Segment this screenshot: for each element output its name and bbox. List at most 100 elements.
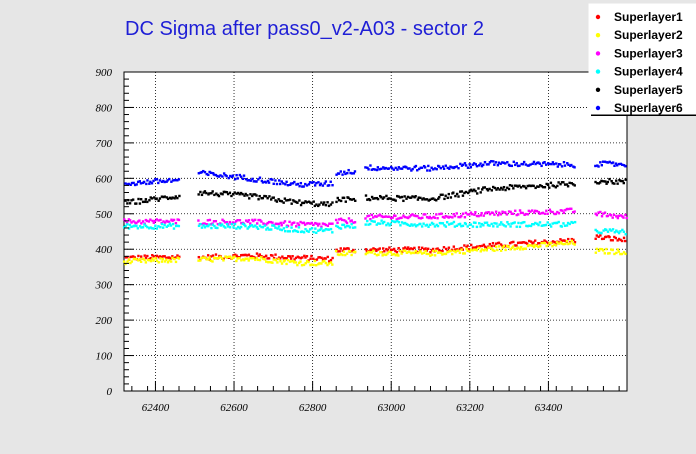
- data-point: [521, 211, 524, 215]
- data-point: [350, 249, 353, 253]
- data-point: [506, 244, 509, 248]
- data-point: [252, 219, 255, 223]
- data-point: [429, 223, 432, 227]
- data-point: [414, 249, 417, 253]
- data-point: [270, 228, 273, 231]
- data-point: [531, 184, 534, 187]
- data-point: [619, 162, 623, 166]
- data-point: [144, 256, 148, 260]
- data-point: [477, 187, 480, 190]
- data-point: [560, 225, 563, 228]
- data-point: [300, 264, 304, 267]
- data-point: [451, 248, 454, 252]
- data-point: [600, 231, 603, 235]
- data-point: [377, 248, 380, 251]
- data-point: [452, 191, 455, 194]
- data-point: [235, 227, 238, 230]
- data-point: [551, 240, 555, 243]
- data-point: [554, 212, 558, 216]
- data-point: [393, 198, 396, 201]
- data-point: [312, 200, 315, 203]
- data-point: [570, 182, 573, 185]
- data-point: [551, 244, 554, 248]
- data-point: [478, 222, 481, 225]
- data-point: [624, 178, 627, 181]
- data-point: [138, 180, 142, 183]
- data-point: [367, 223, 370, 226]
- data-point: [352, 248, 355, 252]
- data-point: [498, 223, 501, 226]
- data-point: [126, 255, 129, 259]
- data-point: [594, 228, 597, 232]
- data-point: [491, 211, 494, 215]
- data-point: [263, 224, 267, 227]
- data-point: [260, 256, 263, 259]
- data-point: [514, 163, 517, 167]
- data-point: [268, 228, 271, 231]
- data-point: [542, 161, 545, 165]
- data-point: [428, 169, 432, 172]
- data-point: [476, 192, 479, 195]
- data-point: [490, 244, 493, 248]
- data-point: [242, 174, 246, 177]
- data-point: [600, 237, 604, 241]
- data-point: [602, 229, 605, 232]
- data-point: [380, 251, 383, 254]
- data-point: [475, 214, 479, 218]
- data-point: [497, 245, 501, 248]
- data-point: [555, 241, 559, 244]
- data-point: [424, 213, 427, 216]
- data-point: [326, 224, 330, 228]
- x-tick-label: 63200: [456, 402, 484, 414]
- data-point: [617, 162, 621, 166]
- data-point: [230, 194, 233, 198]
- data-point: [457, 215, 460, 219]
- data-point: [269, 178, 272, 181]
- data-point: [250, 255, 254, 258]
- data-point: [458, 251, 462, 255]
- data-point: [610, 229, 613, 232]
- data-point: [236, 255, 239, 259]
- data-point: [534, 162, 537, 166]
- data-point: [288, 230, 291, 233]
- data-point: [443, 252, 446, 256]
- data-point: [430, 217, 433, 220]
- data-point: [352, 221, 355, 224]
- data-point: [252, 257, 255, 260]
- data-point: [313, 259, 317, 263]
- data-point: [211, 223, 215, 226]
- data-point: [595, 213, 599, 217]
- data-point: [244, 224, 247, 228]
- data-point: [568, 222, 571, 226]
- data-point: [451, 216, 454, 219]
- legend-label: Superlayer5: [614, 83, 683, 97]
- data-point: [239, 175, 243, 178]
- data-point: [336, 221, 339, 224]
- data-point: [572, 238, 575, 242]
- data-point: [133, 256, 136, 259]
- data-point: [400, 221, 404, 224]
- data-point: [227, 255, 230, 258]
- data-point: [420, 225, 424, 228]
- data-point: [257, 178, 260, 181]
- data-point: [240, 259, 243, 262]
- data-point: [143, 254, 146, 257]
- data-point: [331, 256, 334, 260]
- data-point: [390, 219, 394, 223]
- data-point: [568, 181, 571, 185]
- data-point: [367, 214, 371, 217]
- data-point: [536, 222, 539, 225]
- data-point: [174, 178, 177, 182]
- data-point: [302, 185, 305, 188]
- data-point: [480, 222, 483, 226]
- data-point: [265, 223, 268, 226]
- data-point: [617, 250, 621, 253]
- data-point: [472, 188, 476, 191]
- data-point: [299, 257, 302, 260]
- data-point: [266, 221, 269, 225]
- data-point: [400, 216, 403, 219]
- data-point: [501, 210, 504, 213]
- data-point: [597, 231, 600, 234]
- data-point: [301, 185, 304, 188]
- data-point: [426, 169, 429, 172]
